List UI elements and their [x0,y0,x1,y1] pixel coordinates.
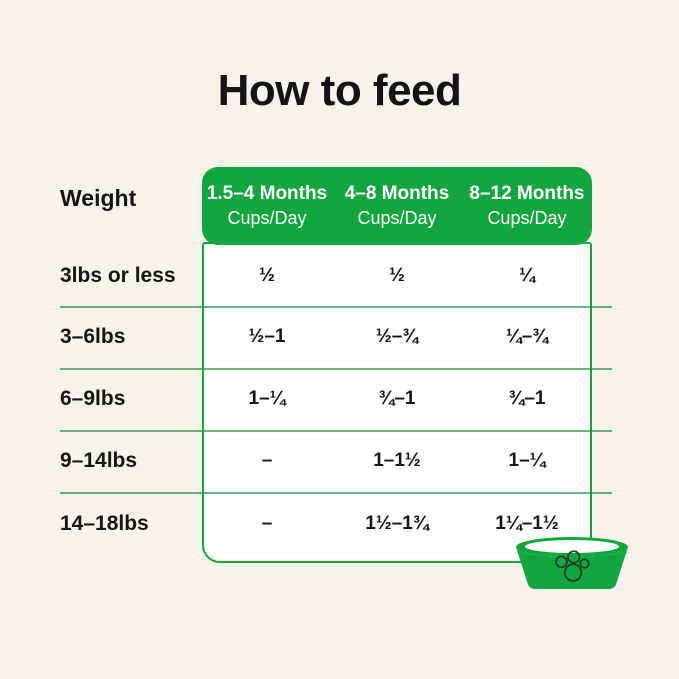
weight-cell: 6–9lbs [60,387,126,410]
value-cell: ¼ [519,264,535,286]
paw-print-icon [555,550,590,582]
row-divider [60,430,612,432]
table-row: 9–14lbs – 1–1½ 1–¼ [60,430,592,492]
dog-bowl-icon [516,537,628,589]
value-cell: 1–¼ [248,388,286,409]
table-row: 6–9lbs 1–¼ ¾–1 ¾–1 [60,368,592,430]
value-cell: ¾–1 [378,388,416,409]
value-cell: ½–¾ [375,326,419,347]
column-range: 4–8 Months [344,183,450,204]
weight-cell: 9–14lbs [60,449,138,472]
column-header-2: 4–8 Months Cups/Day [332,183,462,229]
weight-cell: 3–6lbs [60,325,126,348]
weight-cell: 14–18lbs [60,512,149,535]
value-cell: – [261,513,273,534]
table-row: 14–18lbs – 1½–1¾ 1¼–1½ [60,492,592,556]
weight-cell: 3lbs or less [60,263,176,287]
value-cell: ½ [259,264,275,286]
value-cell: ¾–1 [508,388,546,409]
table-panel [202,242,592,563]
value-cell: 1–¼ [508,450,546,471]
column-unit: Cups/Day [227,208,307,228]
value-cell: ½ [389,264,405,286]
table-row: 3–6lbs ½–1 ½–¾ ¼–¾ [60,306,592,368]
table-header-pill: 1.5–4 Months Cups/Day 4–8 Months Cups/Da… [202,167,592,245]
row-divider [60,368,612,370]
column-range: 8–12 Months [469,183,585,204]
value-cell: – [261,450,273,471]
column-range: 1.5–4 Months [206,183,328,204]
table-row: 3lbs or less ½ ½ ¼ [60,245,592,306]
row-divider [60,306,612,308]
page-title: How to feed [217,66,462,115]
column-unit: Cups/Day [357,208,437,228]
value-cell: 1–1½ [373,450,421,471]
value-cell: ¼–¾ [505,326,549,347]
column-unit: Cups/Day [487,208,567,228]
column-header-3: 8–12 Months Cups/Day [462,183,592,229]
column-header-1: 1.5–4 Months Cups/Day [202,183,332,229]
row-divider [60,492,612,494]
value-cell: ½–1 [248,326,286,347]
value-cell: 1½–1¾ [365,513,429,534]
weight-column-header: Weight [60,184,137,211]
value-cell: 1¼–1½ [495,513,559,534]
